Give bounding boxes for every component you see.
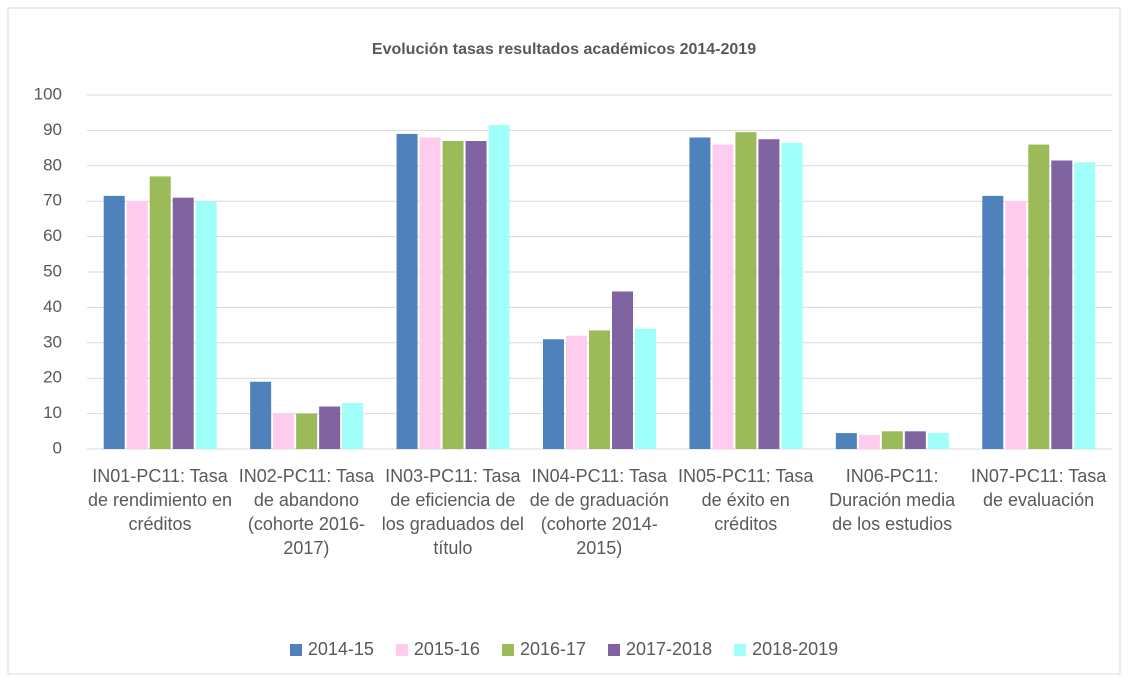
y-tick-label: 30 [43,332,62,351]
legend-item: 2018-2019 [734,639,838,660]
bar [566,335,587,449]
bar [442,141,464,449]
y-tick-label: 50 [43,261,62,280]
bar [296,413,318,449]
bar [635,328,656,449]
legend-swatch [608,643,620,656]
bar [319,406,341,449]
bar [543,339,564,449]
bar [342,402,364,449]
legend-label: 2016-17 [519,639,586,659]
x-tick-label: IN01-PC11: Tasa de rendimiento en crédit… [87,466,233,534]
bar [927,433,949,449]
y-tick-label: 10 [43,403,62,422]
legend-swatch [501,643,514,656]
legend-label: 2015-16 [413,639,480,659]
bar [126,201,148,449]
legend-item: 2014-15 [289,639,374,660]
bar [195,201,217,449]
bar [488,125,510,449]
bar [419,137,441,450]
y-tick-label: 20 [43,368,62,387]
x-tick-label: IN06-PC11: Duración media de los estudio… [829,466,956,534]
bar [589,330,610,449]
legend-item: 2017-2018 [608,639,712,660]
chart-title: Evolución tasas resultados académicos 20… [372,41,756,58]
x-tick-label: IN02-PC11: Tasa de abandono (cohorte 201… [238,466,375,558]
bar [1074,162,1096,449]
bar [149,176,171,450]
x-tick-label: IN04-PC11: Tasa de de graduación (cohort… [529,466,669,558]
legend-swatch [395,643,408,656]
bar [465,141,487,449]
y-tick-label: 100 [34,84,62,103]
bar [881,431,903,449]
bar [1051,160,1073,450]
x-tick-label: IN03-PC11: Tasa de eficiencia de los gra… [381,466,524,558]
bar [396,133,418,449]
legend: 2014-15 2015-16 2016-17 2017-2018 2018-2019 [0,639,1128,660]
x-tick-label: IN07-PC11: Tasa de evaluación [970,466,1107,510]
bar [781,142,803,450]
bar [835,433,857,449]
bar [250,381,272,449]
legend-item: 2015-16 [395,639,480,660]
y-tick-label: 40 [43,297,62,316]
y-tick-label: 90 [43,120,62,139]
bar [758,139,780,449]
legend-label: 2018-2019 [752,639,839,659]
bar [858,434,880,449]
legend-swatch [734,643,747,656]
x-tick-label: IN05-PC11: Tasa de éxito en créditos [678,466,814,534]
bar [712,144,734,449]
bar [103,195,125,449]
legend-label: 2014-15 [307,639,374,659]
bar [273,413,295,449]
y-tick-label: 80 [43,155,62,174]
legend-label: 2017-2018 [626,639,713,659]
legend-swatch [289,643,302,656]
bar [982,195,1004,449]
bar [612,291,633,449]
y-tick-label: 70 [43,191,62,210]
bar [904,431,926,449]
y-tick-label: 0 [53,438,62,457]
y-tick-label: 60 [43,226,62,245]
bar [1028,144,1050,449]
bar [172,197,194,449]
bar [1005,201,1027,449]
legend-item: 2016-17 [501,639,586,660]
bar [735,132,757,450]
bar [689,137,711,450]
